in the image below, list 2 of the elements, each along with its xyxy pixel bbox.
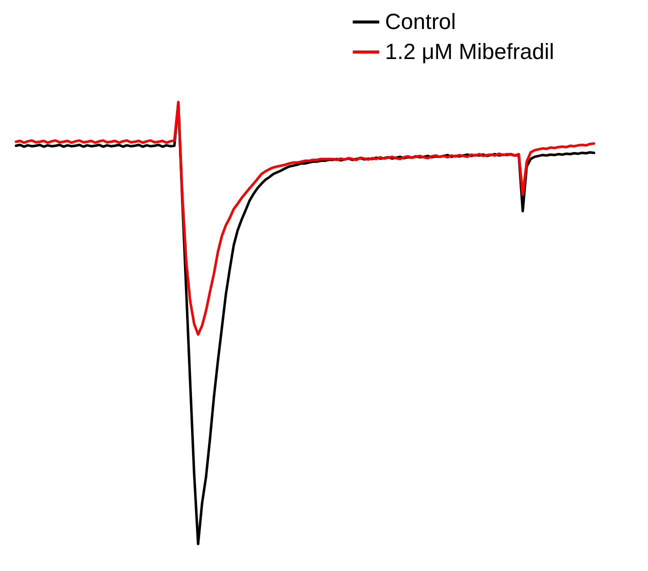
- legend-label: 1.2 μM Mibefradil: [385, 39, 554, 64]
- legend-label: Control: [385, 9, 456, 34]
